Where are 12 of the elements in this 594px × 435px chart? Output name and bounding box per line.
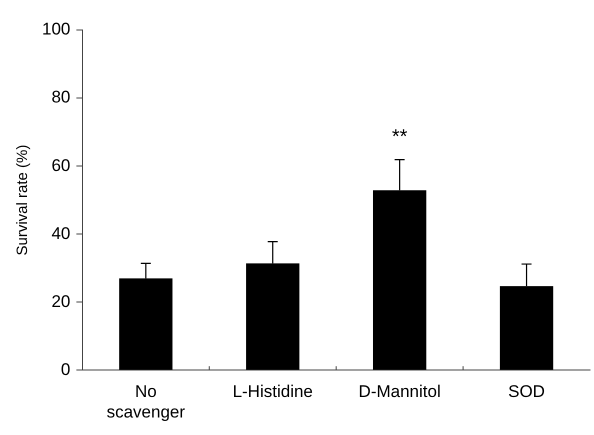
x-tick-label: D-Mannitol [358,382,441,402]
y-axis-title: Survival rate (%) [14,144,32,256]
y-tick-label: 60 [51,156,70,175]
y-tick-label: 40 [51,224,70,243]
x-tick-label: SOD [508,382,545,402]
y-tick-label: 0 [60,360,70,379]
y-tick-label: 20 [51,292,70,311]
x-tick-label: No scavenger [106,382,186,422]
y-tick-label: 80 [51,88,70,107]
annotation: ** [392,126,408,148]
y-tick-label: 100 [42,20,70,39]
x-tick-label: L-Histidine [232,382,313,402]
